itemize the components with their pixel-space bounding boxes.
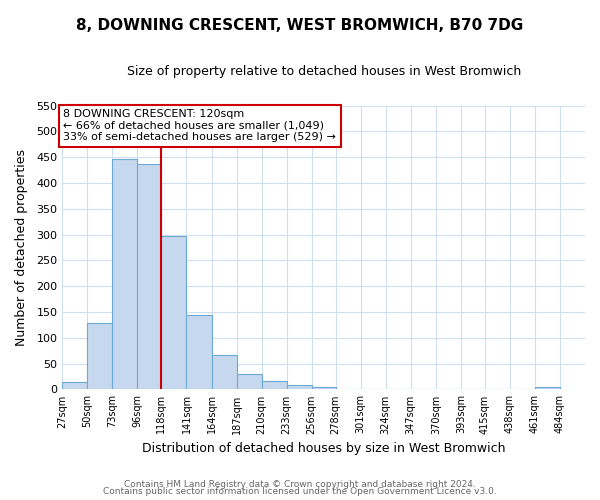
Text: 8, DOWNING CRESCENT, WEST BROMWICH, B70 7DG: 8, DOWNING CRESCENT, WEST BROMWICH, B70 …	[76, 18, 524, 32]
X-axis label: Distribution of detached houses by size in West Bromwich: Distribution of detached houses by size …	[142, 442, 505, 455]
Text: Contains HM Land Registry data © Crown copyright and database right 2024.: Contains HM Land Registry data © Crown c…	[124, 480, 476, 489]
Bar	[236, 374, 262, 390]
Y-axis label: Number of detached properties: Number of detached properties	[15, 149, 28, 346]
Bar	[335, 389, 361, 390]
Bar	[88, 324, 112, 390]
Text: Contains public sector information licensed under the Open Government Licence v3: Contains public sector information licen…	[103, 487, 497, 496]
Bar	[187, 314, 212, 390]
Bar	[137, 164, 161, 390]
Bar	[62, 382, 88, 390]
Bar	[311, 387, 335, 390]
Text: 8 DOWNING CRESCENT: 120sqm
← 66% of detached houses are smaller (1,049)
33% of s: 8 DOWNING CRESCENT: 120sqm ← 66% of deta…	[64, 109, 336, 142]
Bar	[212, 355, 236, 390]
Bar	[287, 385, 311, 390]
Title: Size of property relative to detached houses in West Bromwich: Size of property relative to detached ho…	[127, 65, 521, 78]
Bar	[161, 236, 187, 390]
Bar	[112, 158, 137, 390]
Bar	[535, 387, 560, 390]
Bar	[262, 380, 287, 390]
